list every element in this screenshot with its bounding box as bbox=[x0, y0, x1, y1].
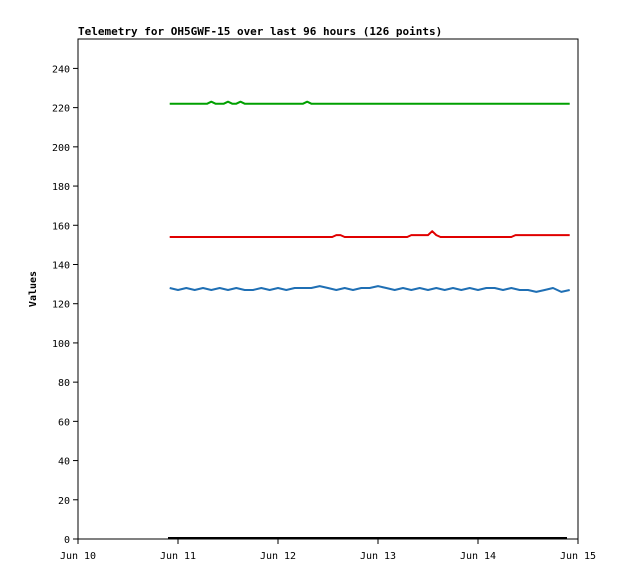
chart-title: Telemetry for OH5GWF-15 over last 96 hou… bbox=[78, 25, 442, 38]
x-tick-label: Jun 13 bbox=[360, 551, 396, 562]
series-layer bbox=[169, 100, 570, 293]
y-tick-label: 100 bbox=[52, 339, 70, 350]
series-line-2 bbox=[169, 230, 570, 238]
y-tick-label: 220 bbox=[52, 104, 70, 115]
x-tick-label: Jun 15 bbox=[560, 551, 596, 562]
y-tick-label: 120 bbox=[52, 300, 70, 311]
series-line-1 bbox=[169, 100, 570, 105]
x-tick-label: Jun 12 bbox=[260, 551, 296, 562]
y-axis-ticks: 0 20 40 60 80 100 120 140 160 180 200 220 240 bbox=[52, 64, 78, 546]
x-tick-label: Jun 10 bbox=[60, 551, 96, 562]
y-tick-label: 200 bbox=[52, 143, 70, 154]
y-tick-label: 140 bbox=[52, 260, 70, 271]
y-tick-label: 60 bbox=[58, 417, 70, 428]
y-tick-label: 240 bbox=[52, 64, 70, 75]
y-tick-label: 40 bbox=[58, 457, 70, 468]
x-axis-ticks: Jun 10 Jun 11 Jun 12 Jun 13 Jun 14 Jun 15 bbox=[60, 539, 596, 562]
series-line-3 bbox=[169, 285, 570, 293]
x-tick-label: Jun 14 bbox=[460, 551, 496, 562]
y-axis-label: Values bbox=[28, 271, 39, 307]
y-tick-label: 20 bbox=[58, 496, 70, 507]
y-tick-label: 180 bbox=[52, 182, 70, 193]
y-tick-label: 160 bbox=[52, 221, 70, 232]
x-tick-label: Jun 11 bbox=[160, 551, 196, 562]
y-tick-label: 0 bbox=[64, 535, 70, 546]
y-tick-label: 80 bbox=[58, 378, 70, 389]
